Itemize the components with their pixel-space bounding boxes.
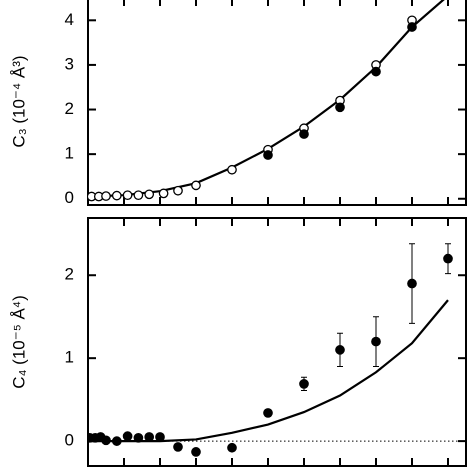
filled-marker xyxy=(144,432,155,442)
y-tick-label: 4 xyxy=(65,10,74,29)
filled-marker xyxy=(133,432,144,443)
filled-marker xyxy=(191,447,201,457)
filled-marker xyxy=(407,22,417,32)
filled-marker xyxy=(371,336,381,347)
filled-marker xyxy=(111,436,122,446)
open-marker xyxy=(133,190,144,201)
open-marker xyxy=(173,185,183,196)
open-marker xyxy=(227,164,237,175)
filled-marker xyxy=(101,435,111,446)
open-marker xyxy=(158,188,169,199)
filled-marker xyxy=(227,442,237,453)
y-tick-label: 2 xyxy=(65,265,74,284)
filled-marker xyxy=(371,66,381,77)
filled-marker xyxy=(407,278,417,289)
y-tick-label: 3 xyxy=(65,54,74,73)
filled-marker xyxy=(263,150,273,160)
open-marker xyxy=(101,191,111,201)
filled-marker xyxy=(443,253,453,264)
fit-line xyxy=(88,299,449,443)
y-tick-label: 1 xyxy=(65,348,74,367)
filled-marker xyxy=(299,379,309,389)
filled-marker xyxy=(263,408,273,418)
y-axis-label: C₃ (10⁻⁴ Å³) xyxy=(9,55,28,147)
plot-frame xyxy=(87,217,467,467)
filled-marker xyxy=(299,129,309,139)
y-tick-label: 1 xyxy=(65,144,74,163)
series-group xyxy=(88,243,453,457)
filled-marker xyxy=(155,432,165,442)
open-marker xyxy=(122,190,133,201)
plot-frame xyxy=(87,0,467,206)
filled-marker xyxy=(173,442,183,452)
open-marker xyxy=(111,190,122,201)
y-axis-label: C₄ (10⁻⁵ Å⁴) xyxy=(9,295,28,389)
series-group xyxy=(88,0,445,202)
open-marker xyxy=(144,189,155,200)
filled-marker xyxy=(122,431,133,441)
y-tick-label: 0 xyxy=(65,188,74,207)
fit-line xyxy=(88,0,445,198)
y-tick-label: 2 xyxy=(65,99,74,118)
filled-marker xyxy=(335,345,345,355)
filled-marker xyxy=(335,102,345,113)
y-tick-label: 0 xyxy=(65,431,74,450)
open-marker xyxy=(191,180,201,191)
